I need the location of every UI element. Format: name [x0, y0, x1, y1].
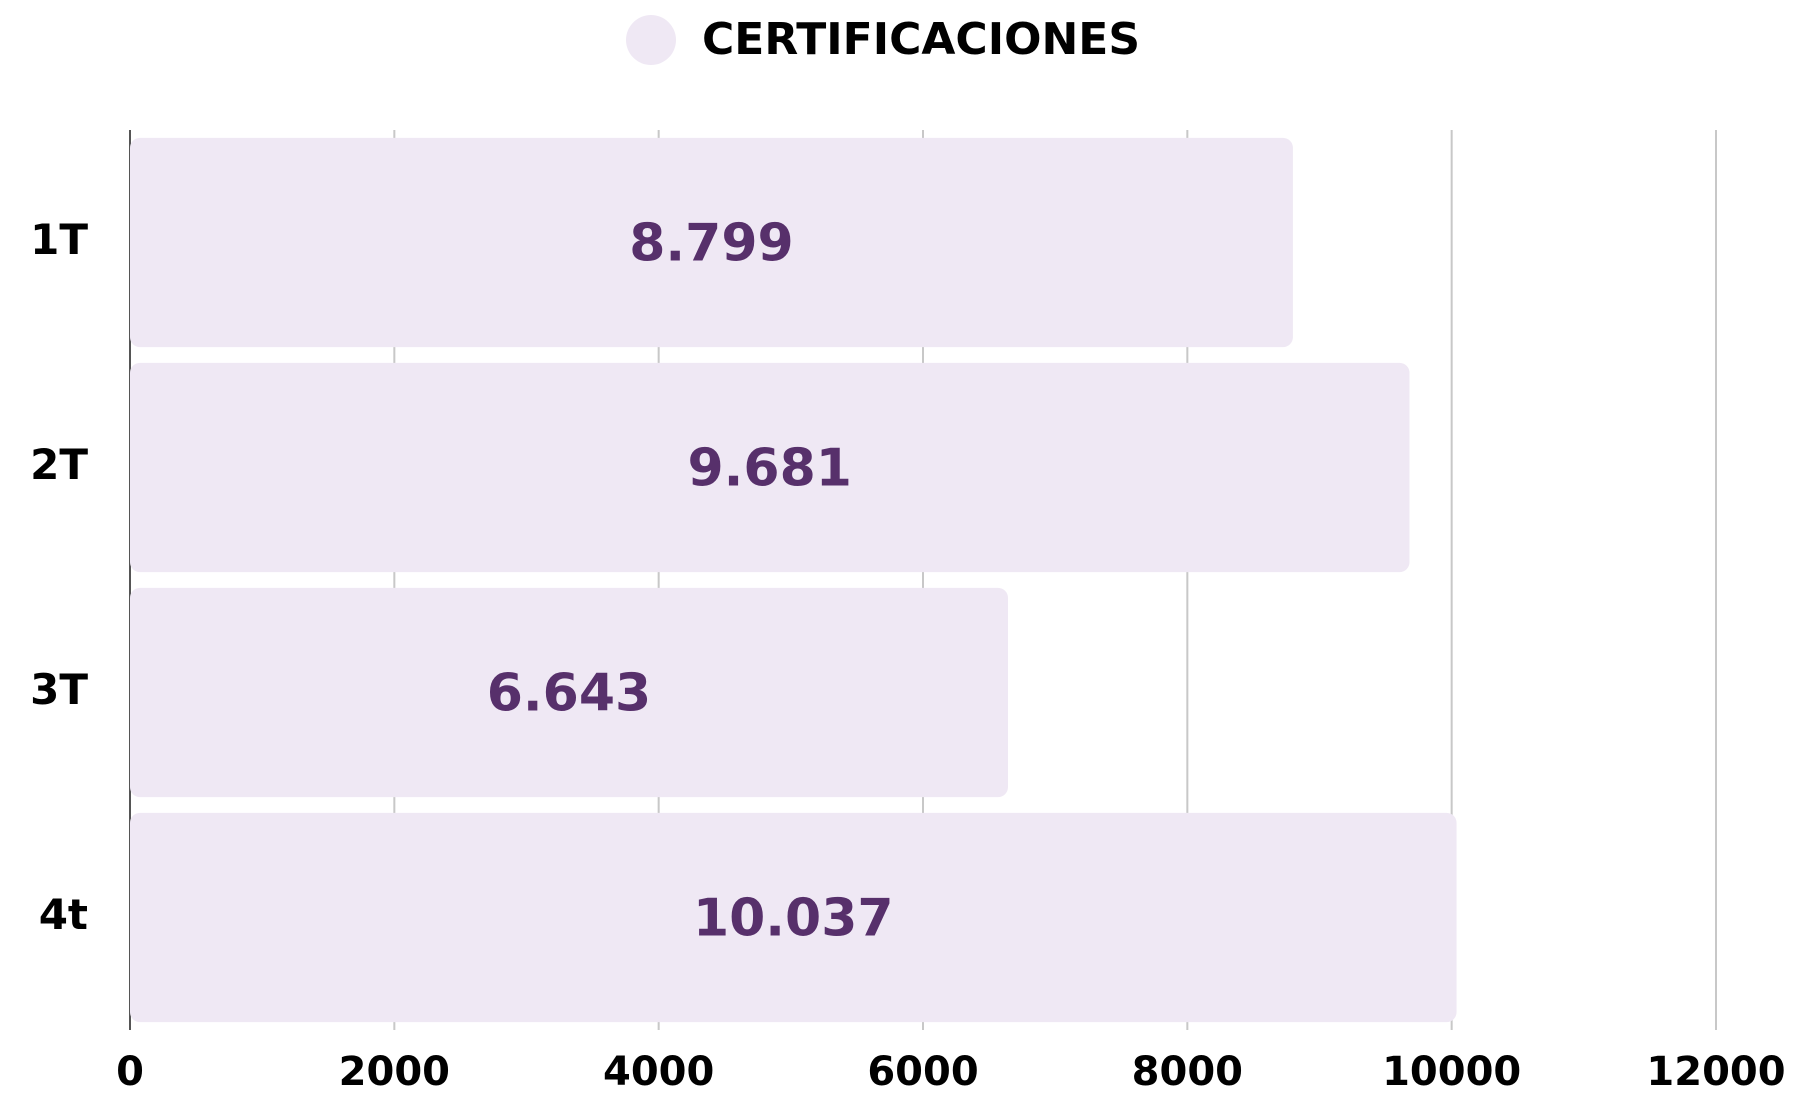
y-tick-label: 1T — [30, 215, 88, 264]
bar — [130, 137, 1293, 348]
legend: CERTIFICACIONES — [626, 14, 1140, 65]
legend-label: CERTIFICACIONES — [702, 14, 1140, 65]
value-label: 6.643 — [487, 664, 651, 724]
y-tick-label: 2T — [30, 440, 88, 489]
legend-swatch — [626, 15, 676, 65]
value-label: 10.037 — [693, 889, 894, 949]
x-tick-label: 4000 — [603, 1049, 714, 1095]
value-label: 9.681 — [688, 439, 852, 499]
y-tick-label: 4t — [39, 890, 88, 939]
x-tick-label: 6000 — [867, 1049, 978, 1095]
x-tick-label: 12000 — [1646, 1049, 1785, 1095]
bar — [130, 362, 1410, 573]
y-tick-label: 3T — [30, 665, 88, 714]
bar — [130, 812, 1457, 1023]
x-tick-label: 8000 — [1132, 1049, 1243, 1095]
x-tick-label: 10000 — [1382, 1049, 1521, 1095]
value-label: 8.799 — [629, 214, 793, 274]
x-tick-label: 0 — [116, 1049, 144, 1095]
x-tick-label: 2000 — [339, 1049, 450, 1095]
bar — [130, 587, 1008, 798]
